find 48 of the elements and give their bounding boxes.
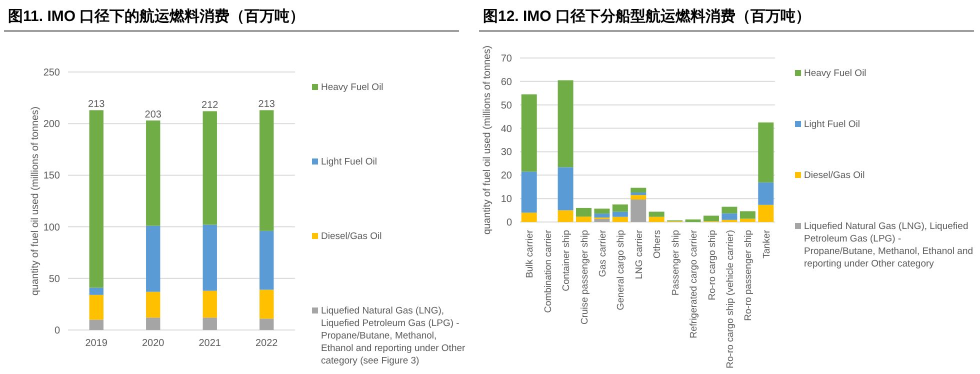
x-tick-label: Bulk carrier xyxy=(524,230,536,278)
x-tick-label: General cargo ship xyxy=(616,230,627,310)
y-tick-label: 250 xyxy=(43,68,60,78)
y-tick-label: 200 xyxy=(43,119,60,130)
x-tick-label: Ro-ro cargo ship xyxy=(706,230,718,300)
legend-label: Heavy Fuel Oil xyxy=(321,82,384,93)
y-tick-label: 30 xyxy=(500,147,512,158)
legend-label: Liquefied Natural Gas (LNG), Liquefied Petroleum Gas (LPG) - Propane/Butane, Methanol, Ethanol and reporting under Other category (see Figure 3) xyxy=(321,306,466,366)
x-tick-label: Gas carrier xyxy=(597,230,608,277)
total-label: 213 xyxy=(258,99,276,110)
legend-label: Liquefied Natural Gas (LNG), Liquefied Petroleum Gas (LPG) - Propane/Butane, Methanol, Ethanol and reporting under Other category xyxy=(804,221,974,270)
legend-label: Diesel/Gas Oil xyxy=(321,231,382,242)
x-tick-label: Others xyxy=(652,230,664,259)
x-tick-label: Combination carrier xyxy=(542,230,554,313)
legend-label: Heavy Fuel Oil xyxy=(804,68,866,79)
chart-title: 图11. IMO 口径下的航运燃料消费（百万吨） xyxy=(8,7,305,25)
x-tick-label: Ro-ro cargo ship (vehicle carrier) xyxy=(724,230,736,368)
total-label: 212 xyxy=(202,100,219,112)
y-tick-label: 50 xyxy=(48,274,60,285)
x-tick-label: Tanker xyxy=(761,230,772,259)
x-tick-label: Passenger ship xyxy=(670,230,682,296)
y-tick-label: 0 xyxy=(506,218,512,228)
y-axis-title: quantity of fuel oil used (millions of tonnes) xyxy=(30,106,41,296)
x-tick-label: Refrigerated cargo carrier xyxy=(688,230,700,338)
y-tick-label: 100 xyxy=(43,222,60,234)
legend-label: Light Fuel Oil xyxy=(804,119,860,130)
x-tick-label: Cruise passenger ship xyxy=(579,230,590,325)
total-label: 213 xyxy=(88,99,106,110)
y-tick-label: 0 xyxy=(54,326,60,336)
y-tick-label: 40 xyxy=(500,124,512,135)
x-tick-label: 2019 xyxy=(85,338,108,349)
total-label: 203 xyxy=(144,110,162,121)
x-tick-label: 2020 xyxy=(142,338,165,349)
x-tick-label: Container ship xyxy=(561,230,572,292)
x-tick-label: 2022 xyxy=(256,338,278,349)
legend-label: Diesel/Gas Oil xyxy=(804,170,865,181)
legend-label: Light Fuel Oil xyxy=(321,156,377,168)
y-axis-title: quantity of fuel oil used (millions of tonnes) xyxy=(482,46,493,234)
y-tick-label: 20 xyxy=(500,170,512,182)
y-tick-label: 50 xyxy=(500,100,512,112)
y-tick-label: 10 xyxy=(500,194,512,206)
y-tick-label: 60 xyxy=(500,76,512,88)
y-tick-label: 150 xyxy=(43,170,60,182)
x-tick-label: Ro-ro passenger ship xyxy=(743,230,754,321)
chart-title: 图12. IMO 口径下分船型航运燃料消费（百万吨） xyxy=(483,7,811,25)
x-tick-label: LNG carrier xyxy=(634,230,645,280)
x-tick-label: 2021 xyxy=(198,338,222,349)
y-tick-label: 70 xyxy=(500,54,512,64)
